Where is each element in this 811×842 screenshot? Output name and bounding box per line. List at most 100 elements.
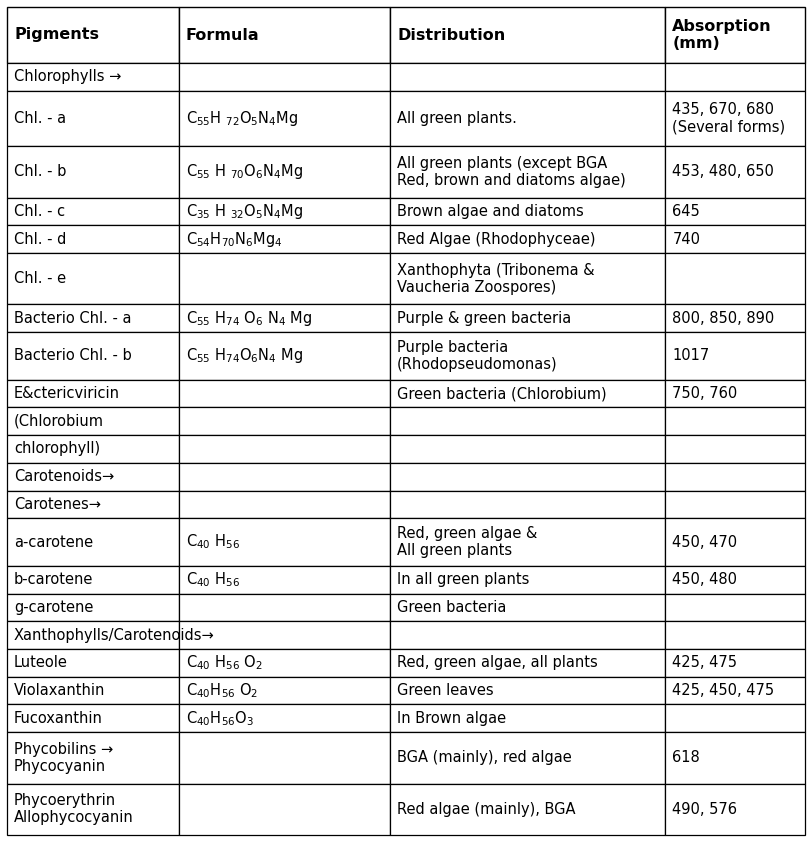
Text: C$_{55}$ H$_{74}$ O$_6$ N$_4$ Mg: C$_{55}$ H$_{74}$ O$_6$ N$_4$ Mg: [186, 309, 311, 328]
Bar: [178, 594, 389, 621]
Text: In all green plants: In all green plants: [397, 573, 529, 587]
Bar: [389, 380, 664, 408]
Bar: [7, 253, 178, 305]
Text: Carotenoids→: Carotenoids→: [14, 469, 114, 484]
Text: Fucoxanthin: Fucoxanthin: [14, 711, 103, 726]
Bar: [178, 305, 389, 333]
Text: g-carotene: g-carotene: [14, 600, 93, 615]
Text: All green plants (except BGA
Red, brown and diatoms algae): All green plants (except BGA Red, brown …: [397, 156, 625, 188]
Text: Bacterio Chl. - a: Bacterio Chl. - a: [14, 311, 131, 326]
Text: 435, 670, 680
(Several forms): 435, 670, 680 (Several forms): [672, 102, 784, 135]
Bar: [389, 491, 664, 519]
Bar: [389, 621, 664, 649]
Bar: [389, 253, 664, 305]
Text: Absorption
(mm): Absorption (mm): [672, 19, 771, 51]
Text: C$_{40}$ H$_{56}$ O$_2$: C$_{40}$ H$_{56}$ O$_2$: [186, 653, 262, 672]
Bar: [178, 784, 389, 835]
Text: C$_{40}$ H$_{56}$: C$_{40}$ H$_{56}$: [186, 533, 239, 552]
Text: C$_{40}$H$_{56}$O$_3$: C$_{40}$H$_{56}$O$_3$: [186, 709, 253, 727]
Bar: [389, 305, 664, 333]
Text: a-carotene: a-carotene: [14, 535, 93, 550]
Bar: [178, 649, 389, 677]
Bar: [7, 705, 178, 732]
Text: Chl. - e: Chl. - e: [14, 271, 66, 286]
Bar: [389, 519, 664, 566]
Bar: [7, 732, 178, 784]
Bar: [664, 435, 804, 463]
Bar: [664, 649, 804, 677]
Text: Chl. - c: Chl. - c: [14, 204, 65, 219]
Text: E&ctericviricin: E&ctericviricin: [14, 386, 120, 401]
Bar: [7, 677, 178, 705]
Bar: [664, 594, 804, 621]
Text: C$_{35}$ H $_{32}$O$_5$N$_4$Mg: C$_{35}$ H $_{32}$O$_5$N$_4$Mg: [186, 202, 303, 221]
Bar: [389, 594, 664, 621]
Bar: [664, 566, 804, 594]
Text: Red, green algae, all plants: Red, green algae, all plants: [397, 655, 597, 670]
Bar: [178, 7, 389, 63]
Bar: [7, 784, 178, 835]
Text: Pigments: Pigments: [14, 28, 99, 42]
Bar: [664, 226, 804, 253]
Bar: [389, 63, 664, 91]
Text: Xanthophylls/Carotenoids→: Xanthophylls/Carotenoids→: [14, 627, 214, 642]
Bar: [664, 253, 804, 305]
Text: Purple & green bacteria: Purple & green bacteria: [397, 311, 571, 326]
Bar: [664, 333, 804, 380]
Bar: [664, 380, 804, 408]
Bar: [7, 7, 178, 63]
Bar: [389, 435, 664, 463]
Text: (Chlorobium: (Chlorobium: [14, 413, 104, 429]
Text: Phycoerythrin
Allophycocyanin: Phycoerythrin Allophycocyanin: [14, 793, 134, 825]
Bar: [389, 7, 664, 63]
Bar: [664, 198, 804, 226]
Bar: [389, 333, 664, 380]
Bar: [178, 705, 389, 732]
Bar: [178, 91, 389, 147]
Bar: [7, 408, 178, 435]
Text: Chl. - b: Chl. - b: [14, 164, 67, 179]
Bar: [664, 732, 804, 784]
Bar: [664, 784, 804, 835]
Bar: [389, 91, 664, 147]
Bar: [178, 732, 389, 784]
Bar: [664, 63, 804, 91]
Bar: [7, 380, 178, 408]
Bar: [178, 621, 389, 649]
Bar: [178, 677, 389, 705]
Bar: [389, 732, 664, 784]
Text: Distribution: Distribution: [397, 28, 504, 42]
Text: C$_{40}$ H$_{56}$: C$_{40}$ H$_{56}$: [186, 570, 239, 589]
Bar: [664, 7, 804, 63]
Text: All green plants.: All green plants.: [397, 111, 517, 126]
Text: 490, 576: 490, 576: [672, 802, 736, 817]
Bar: [178, 253, 389, 305]
Bar: [664, 91, 804, 147]
Bar: [389, 705, 664, 732]
Bar: [178, 226, 389, 253]
Text: Red algae (mainly), BGA: Red algae (mainly), BGA: [397, 802, 575, 817]
Bar: [178, 519, 389, 566]
Bar: [7, 91, 178, 147]
Text: Violaxanthin: Violaxanthin: [14, 683, 105, 698]
Bar: [7, 519, 178, 566]
Bar: [664, 677, 804, 705]
Text: Green leaves: Green leaves: [397, 683, 493, 698]
Bar: [664, 463, 804, 491]
Bar: [7, 226, 178, 253]
Bar: [178, 566, 389, 594]
Text: Chl. - d: Chl. - d: [14, 232, 67, 247]
Bar: [389, 408, 664, 435]
Text: 618: 618: [672, 750, 699, 765]
Bar: [7, 333, 178, 380]
Bar: [7, 463, 178, 491]
Bar: [664, 705, 804, 732]
Bar: [664, 519, 804, 566]
Text: 425, 475: 425, 475: [672, 655, 736, 670]
Bar: [178, 408, 389, 435]
Bar: [178, 491, 389, 519]
Bar: [178, 463, 389, 491]
Text: C$_{40}$H$_{56}$ O$_2$: C$_{40}$H$_{56}$ O$_2$: [186, 681, 257, 700]
Bar: [664, 408, 804, 435]
Bar: [7, 649, 178, 677]
